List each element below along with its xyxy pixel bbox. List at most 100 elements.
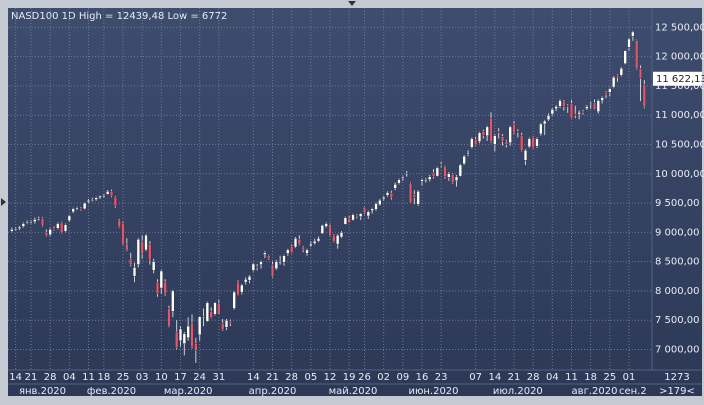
x-tick-label: 16 — [416, 372, 429, 383]
candle-body — [140, 240, 144, 255]
candle-body — [385, 192, 390, 196]
month-label: авг.2020 — [572, 386, 618, 397]
month-label: апр.2020 — [249, 386, 297, 397]
x-tick-label: 18 — [97, 372, 110, 383]
x-tick-label: 12 — [324, 372, 337, 383]
candle-body — [48, 229, 52, 235]
candle-body — [144, 235, 148, 251]
candle-body — [40, 218, 45, 226]
y-tick-label: 9 500,00 — [655, 198, 700, 209]
candle-body — [504, 141, 508, 145]
candle-body — [516, 131, 520, 133]
y-tick-label: 10 000,00 — [655, 169, 704, 180]
candle-body — [451, 174, 455, 183]
candle-body — [531, 137, 535, 148]
month-label: сен.2 — [619, 386, 647, 397]
candle-body — [244, 279, 248, 283]
candle-body — [374, 203, 378, 210]
candle-body — [600, 97, 604, 101]
candle-body — [569, 103, 574, 119]
candle-body — [320, 225, 324, 234]
candle-body — [328, 224, 332, 236]
candle-body — [21, 223, 25, 227]
x-tick-label: 23 — [435, 372, 448, 383]
candle-body — [512, 123, 516, 133]
candle-body — [121, 223, 125, 245]
candle-body — [546, 114, 551, 121]
x-tick-label: 02 — [377, 372, 390, 383]
x-tick-label: 04 — [546, 372, 559, 383]
candle-body — [343, 217, 347, 225]
candle-body — [75, 207, 79, 210]
candle-body — [152, 261, 156, 271]
candle-body — [596, 100, 600, 112]
candle-body — [397, 179, 401, 184]
x-tick-label: 26 — [358, 372, 371, 383]
candle-body — [274, 261, 278, 269]
candle-body — [14, 228, 18, 231]
y-tick-label: 7 000,00 — [655, 344, 700, 355]
candle-body — [324, 223, 328, 227]
candle-body — [424, 179, 428, 181]
candle-body — [420, 179, 424, 182]
candle-body — [305, 249, 309, 254]
scroll-marker[interactable] — [1, 198, 6, 206]
candle-body — [416, 191, 420, 205]
last-price-label: 11 622,13 — [656, 74, 704, 85]
candle-body — [155, 281, 160, 295]
x-tick-label: 01 — [623, 372, 636, 383]
candle-body — [136, 239, 140, 265]
candle-body — [631, 31, 635, 37]
candle-body — [228, 321, 232, 324]
x-tick-label: 11 — [565, 372, 578, 383]
candle-body — [412, 194, 416, 198]
candle-body — [316, 238, 321, 242]
scroll-marker[interactable] — [348, 1, 356, 6]
candle-body — [171, 290, 175, 312]
candle-body — [497, 131, 501, 133]
candle-body — [462, 155, 466, 165]
candle-body — [297, 239, 301, 245]
candle-body — [635, 40, 639, 69]
candle-body — [447, 173, 451, 178]
candle-body — [79, 208, 83, 210]
y-tick-label: 8 000,00 — [655, 286, 700, 297]
month-label: май.2020 — [329, 386, 378, 397]
candle-body — [56, 223, 60, 229]
candle-body — [159, 270, 163, 289]
candle-body — [485, 126, 489, 136]
candle-body — [527, 138, 531, 148]
candle-body — [71, 208, 75, 213]
month-label: июл.2020 — [493, 386, 543, 397]
candle-body — [221, 322, 225, 330]
candle-body — [117, 220, 121, 227]
candle-body — [278, 261, 282, 264]
candle-body — [263, 252, 267, 255]
candle-body — [405, 173, 409, 175]
x-tick-label: 14 — [247, 372, 260, 383]
month-label: янв.2020 — [19, 386, 66, 397]
candle-body — [589, 103, 593, 105]
candle-body — [623, 50, 627, 64]
x-tick-label: 14 — [488, 372, 501, 383]
candle-body — [259, 261, 263, 265]
candle-body — [401, 176, 405, 179]
candle-body — [309, 243, 313, 247]
candle-body — [592, 102, 597, 110]
candle-body — [113, 197, 117, 207]
candle-body — [17, 226, 22, 230]
candle-body — [148, 243, 152, 261]
candle-body — [619, 68, 623, 76]
y-tick-label: 12 500,00 — [655, 22, 704, 33]
corner-label: 1273 — [664, 372, 689, 383]
candle-body — [282, 255, 286, 263]
candle-body — [106, 191, 110, 195]
candle-body — [198, 316, 202, 336]
candle-body — [98, 195, 102, 198]
candle-body — [125, 243, 129, 251]
x-tick-label: 21 — [266, 372, 279, 383]
candle-body — [608, 88, 612, 93]
candle-body — [470, 138, 474, 148]
candle-body — [581, 111, 585, 113]
